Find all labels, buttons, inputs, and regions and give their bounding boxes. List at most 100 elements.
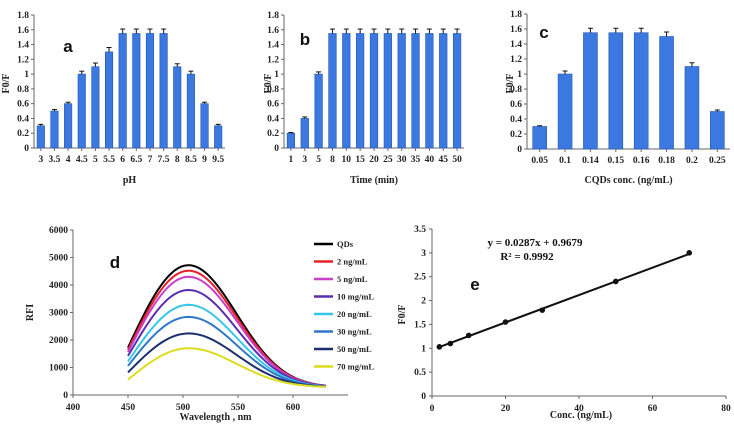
y-tick-label: 1 — [24, 70, 29, 80]
spectrum-line — [127, 275, 327, 387]
data-point — [447, 340, 454, 347]
x-axis-label-c: CQDs conc. (ng/mL) — [584, 175, 672, 186]
x-tick-label: 500 — [176, 403, 191, 413]
bar-b — [452, 33, 462, 149]
y-tick-label: 2000 — [49, 336, 68, 346]
y-tick-label: 1.2 — [267, 55, 279, 65]
data-point — [539, 307, 546, 313]
legend-label: 20 ng/mL — [337, 309, 372, 319]
bar-a — [36, 125, 45, 149]
y-tick-label: 1.8 — [510, 10, 522, 20]
x-tick-label: 3 — [302, 155, 307, 165]
x-tick-label: 8.5 — [185, 155, 197, 165]
bar-c — [659, 36, 674, 150]
panel-label-a: a — [63, 37, 73, 56]
x-tick-label: 1 — [289, 155, 294, 165]
x-tick-label: 5 — [316, 155, 321, 165]
y-tick-label: 4000 — [49, 281, 68, 291]
bar-b — [383, 33, 392, 149]
x-tick-label: 0.15 — [608, 156, 625, 166]
legend-label: 2 ng/mL — [337, 257, 368, 267]
x-tick-label: 550 — [231, 403, 246, 413]
y-tick-label: 0.8 — [267, 85, 279, 95]
bar-c — [633, 32, 649, 150]
y-tick-label: 1.6 — [267, 26, 279, 36]
y-tick-label: 0.5 — [414, 368, 426, 378]
y-tick-label: 2 — [421, 297, 426, 307]
bar-a — [64, 103, 73, 149]
x-tick-label: 7.5 — [158, 155, 170, 165]
bar-a — [77, 73, 86, 149]
x-tick-label: 5 — [93, 155, 98, 165]
y-tick-label: 1.8 — [267, 11, 279, 21]
legend-label: QDs — [337, 239, 354, 249]
y-tick-label: 0 — [274, 144, 279, 154]
bar-a — [118, 33, 127, 149]
y-tick-label: 1.8 — [17, 11, 29, 21]
x-tick-label: 8 — [175, 155, 180, 165]
y-tick-label: 0.2 — [17, 129, 29, 139]
bar-a — [91, 66, 100, 149]
bar-a — [104, 51, 114, 149]
bar-b — [286, 132, 296, 149]
bar-b — [411, 33, 420, 149]
x-tick-label: 6.5 — [130, 155, 142, 165]
bar-a — [214, 125, 223, 149]
x-tick-label: 7 — [148, 155, 153, 165]
y-axis-label-c: F0/F — [505, 74, 516, 94]
legend-label: 30 ng/mL — [337, 327, 372, 337]
x-tick-label: 40 — [425, 155, 435, 165]
x-tick-label: 9 — [202, 155, 207, 165]
y-tick-label: 1.4 — [17, 41, 29, 51]
y-tick-label: 0.4 — [17, 114, 29, 124]
y-axis-label-b: F0/F — [263, 74, 274, 94]
x-tick-label: 40 — [574, 404, 584, 414]
x-tick-label: 4 — [66, 155, 71, 165]
bar-b — [369, 33, 379, 149]
y-tick-label: 1 — [274, 70, 279, 80]
x-axis-label-a: pH — [123, 175, 137, 186]
data-point — [502, 319, 509, 325]
x-axis-label-b: Time (min) — [350, 175, 398, 186]
panel-label-b: b — [300, 30, 310, 49]
y-tick-label: 1.2 — [510, 55, 522, 65]
data-point — [612, 278, 619, 285]
y-tick-label: 1 — [421, 344, 426, 354]
spectrum-line — [127, 332, 327, 388]
y-tick-label: 0.4 — [510, 115, 522, 125]
y-tick-label: 1.6 — [17, 26, 29, 36]
data-point — [436, 344, 443, 350]
x-tick-label: 80 — [721, 404, 731, 414]
bar-b — [342, 33, 351, 149]
bar-c — [710, 111, 725, 150]
y-tick-label: 1000 — [49, 364, 68, 374]
bar-b — [397, 33, 406, 149]
y-tick-label: 0.4 — [267, 114, 279, 124]
spectrum-line — [127, 347, 327, 388]
y-tick-label: 0.8 — [510, 85, 522, 95]
y-tick-label: 0.2 — [510, 130, 522, 140]
panel-label-d: d — [110, 253, 120, 272]
x-tick-label: 30 — [397, 155, 407, 165]
x-tick-label: 25 — [383, 155, 393, 165]
legend-label: 70 mg/mL — [337, 362, 374, 372]
y-tick-label: 0.8 — [17, 85, 29, 95]
x-tick-label: 0.1 — [559, 156, 571, 166]
bar-b — [425, 33, 434, 149]
spectrum-line — [127, 288, 327, 387]
y-tick-label: 6000 — [49, 226, 68, 236]
x-tick-label: 0.16 — [633, 156, 650, 166]
bar-c — [684, 66, 700, 150]
y-tick-label: 0.6 — [17, 100, 29, 110]
y-axis-label-e: F0/F — [397, 305, 408, 325]
x-tick-label: 0 — [430, 404, 435, 414]
y-axis-label-d: RFI — [25, 304, 36, 321]
bar-c — [608, 32, 624, 150]
bar-c — [583, 32, 598, 150]
x-tick-label: 20 — [501, 404, 511, 414]
x-tick-label: 35 — [411, 155, 421, 165]
spectrum-line — [127, 315, 327, 388]
y-tick-label: 0 — [421, 392, 426, 402]
bar-b — [314, 73, 323, 149]
